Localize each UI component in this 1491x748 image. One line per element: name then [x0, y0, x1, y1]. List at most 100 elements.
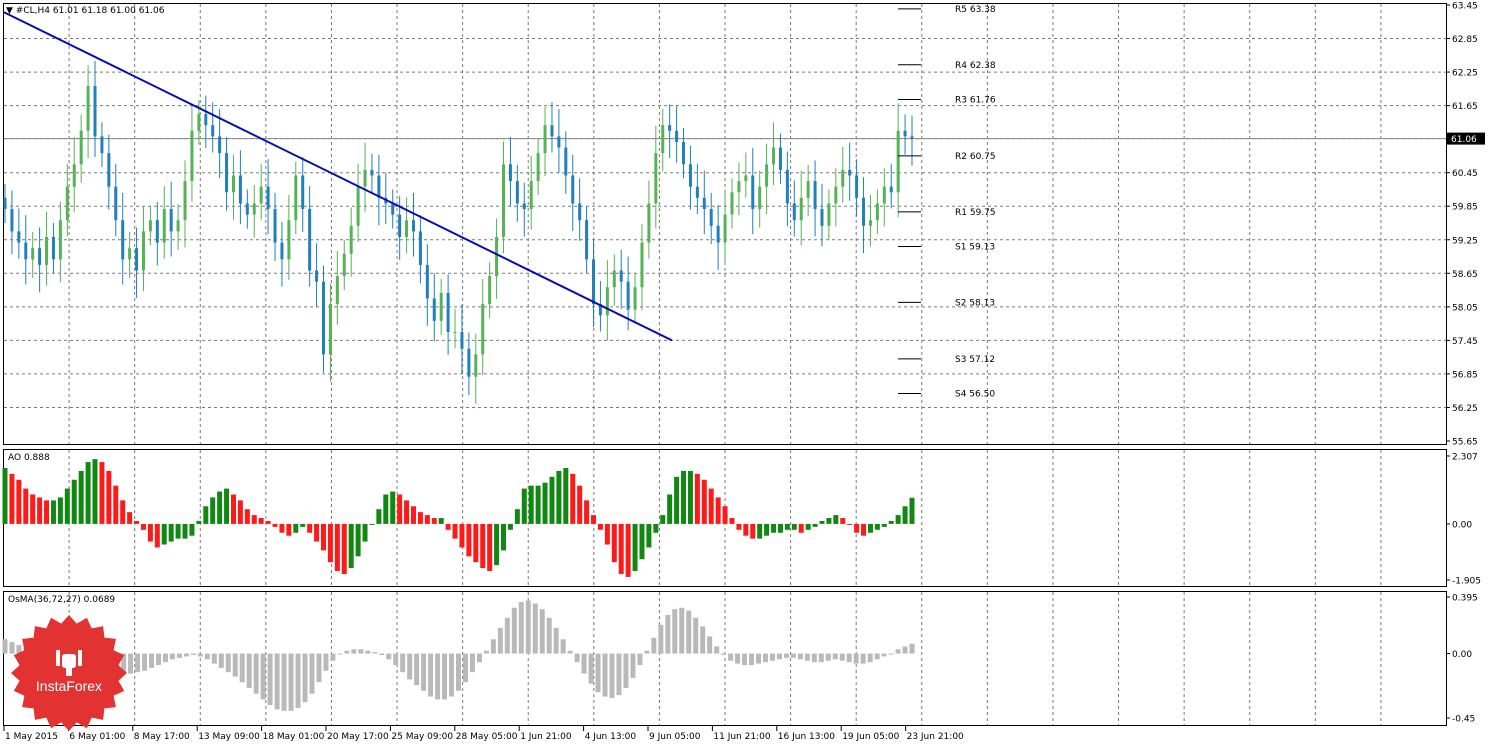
candle-body — [488, 276, 492, 305]
candle-body — [813, 181, 817, 210]
price-tick-label: 60.45 — [1452, 169, 1478, 179]
candle-body — [598, 304, 602, 316]
time-tick-label: 13 May 09:00 — [198, 732, 260, 742]
current-price-label: 61.06 — [1451, 135, 1477, 145]
osma-bar — [323, 653, 329, 671]
ao-bar — [120, 500, 126, 524]
candle-body — [841, 169, 845, 187]
ao-bar — [424, 515, 430, 524]
candle-body — [661, 125, 665, 154]
osma-bar — [714, 646, 720, 654]
time-tick-label: 25 May 09:00 — [391, 732, 453, 742]
candle-body — [259, 186, 263, 204]
candle-body — [308, 209, 312, 271]
osma-bar — [553, 627, 559, 654]
candle-body — [238, 175, 242, 204]
ao-bar — [715, 497, 721, 524]
ao-bar — [847, 523, 853, 525]
candle-body — [141, 231, 145, 271]
ao-bar — [611, 523, 617, 563]
osma-histogram — [2, 600, 915, 711]
osma-bar — [239, 653, 245, 683]
ao-bar — [154, 523, 160, 548]
candle-body — [425, 264, 429, 299]
osma-tick-label: 0.00 — [1452, 650, 1472, 660]
ao-bar — [840, 518, 846, 524]
ao-bar — [78, 470, 84, 524]
ao-bar — [570, 473, 576, 524]
ao-bar — [771, 523, 777, 533]
candle-body — [72, 164, 76, 187]
osma-bar — [644, 650, 650, 654]
osma-bar — [776, 653, 782, 660]
ao-bar — [494, 523, 500, 566]
osma-bar — [567, 650, 573, 654]
price-tick-label: 58.05 — [1452, 303, 1478, 313]
price-tick-label: 56.85 — [1452, 370, 1478, 380]
ao-bar — [293, 523, 299, 533]
ao-bar — [57, 497, 63, 524]
pivot-label: S4 56.50 — [955, 389, 995, 399]
osma-bar — [672, 609, 678, 654]
osma-bar — [358, 649, 364, 654]
osma-bar — [435, 653, 441, 700]
candle-body — [765, 164, 769, 187]
candle-body — [578, 203, 582, 221]
candle-body — [467, 348, 471, 377]
candle-body — [668, 125, 672, 131]
candle-body — [543, 125, 547, 154]
ao-tick-label: 0.00 — [1452, 520, 1472, 530]
ao-bar — [563, 467, 569, 524]
osma-bar — [386, 653, 392, 660]
osma-bar — [560, 639, 566, 654]
osma-bar — [211, 653, 217, 664]
osma-bar — [762, 653, 768, 663]
ao-tick-label: -1.905 — [1452, 577, 1481, 587]
osma-bar — [588, 653, 594, 684]
candle-body — [522, 203, 526, 210]
osma-bar — [630, 653, 636, 678]
price-tick-label: 58.65 — [1452, 270, 1478, 280]
candle-body — [363, 169, 367, 187]
osma-bar — [895, 649, 901, 654]
ao-bar — [383, 494, 389, 524]
candle-body — [502, 164, 506, 237]
ao-bar — [514, 509, 520, 524]
candle-body — [716, 225, 720, 243]
price-series — [3, 11, 914, 405]
ao-bar — [625, 523, 631, 577]
ao-bar — [895, 515, 901, 524]
osma-bar — [602, 653, 608, 697]
ao-bar — [750, 523, 756, 539]
ao-bar — [646, 523, 652, 548]
candle-body — [218, 136, 222, 154]
ao-bar — [653, 523, 659, 533]
ao-bar — [431, 518, 437, 524]
candle-body — [356, 186, 360, 226]
candle-body — [862, 197, 866, 226]
ao-bar — [23, 488, 29, 524]
osma-bar — [574, 653, 580, 663]
ao-bar — [106, 470, 112, 524]
ao-bar — [854, 523, 860, 533]
candle-body — [564, 147, 568, 176]
ao-histogram — [2, 459, 915, 577]
candle-body — [758, 186, 762, 210]
candle-body — [910, 136, 914, 139]
price-tick-label: 57.45 — [1452, 337, 1478, 347]
candle-body — [453, 332, 457, 333]
osma-bar — [9, 642, 15, 654]
time-tick-label: 1 Jun 21:00 — [520, 732, 572, 742]
ao-bar — [50, 500, 56, 524]
pivot-label: R3 61.76 — [955, 95, 996, 105]
osma-bar — [135, 653, 141, 673]
ao-bar — [639, 523, 645, 560]
osma-bar — [149, 653, 155, 668]
ao-bar — [438, 518, 444, 524]
candle-body — [619, 270, 623, 282]
osma-bar — [302, 653, 308, 703]
osma-bar — [128, 653, 134, 674]
osma-bar — [400, 653, 406, 673]
ao-bar — [272, 523, 278, 527]
